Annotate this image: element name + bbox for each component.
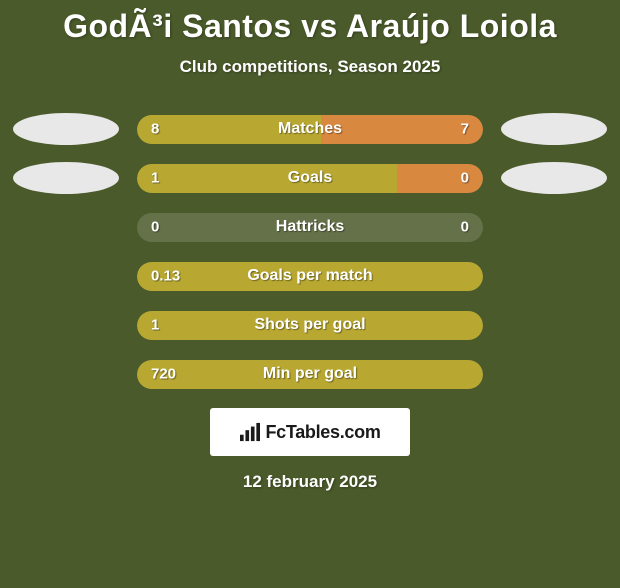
page-title: GodÃ³i Santos vs Araújo Loiola	[0, 8, 620, 45]
logo-text: FcTables.com	[265, 422, 380, 443]
stat-bar: 0 Hattricks 0	[137, 213, 483, 242]
avatar-spacer	[501, 211, 607, 243]
stat-left-value: 1	[151, 317, 159, 334]
stat-right-value: 7	[461, 121, 469, 138]
stat-label: Min per goal	[263, 365, 357, 383]
stat-label: Hattricks	[276, 218, 344, 236]
stat-right-value: 0	[461, 170, 469, 187]
avatar-spacer	[13, 358, 119, 390]
stat-bar: 1 Shots per goal	[137, 311, 483, 340]
stat-right-value: 0	[461, 219, 469, 236]
avatar-spacer	[501, 358, 607, 390]
stat-row: 0 Hattricks 0	[0, 211, 620, 243]
player-left-avatar	[13, 113, 119, 145]
player-right-avatar	[501, 113, 607, 145]
stat-left-value: 1	[151, 170, 159, 187]
page-subtitle: Club competitions, Season 2025	[0, 57, 620, 77]
player-right-avatar	[501, 162, 607, 194]
footer-date: 12 february 2025	[0, 472, 620, 492]
bar-chart-icon	[239, 422, 261, 442]
stat-bar: 720 Min per goal	[137, 360, 483, 389]
stats-container: 8 Matches 7 1 Goals 0 0 Hattricks 0	[0, 113, 620, 390]
avatar-spacer	[501, 309, 607, 341]
avatar-spacer	[501, 260, 607, 292]
stat-left-value: 0.13	[151, 268, 180, 285]
stat-row: 1 Goals 0	[0, 162, 620, 194]
stat-label: Goals	[288, 169, 332, 187]
stat-row: 720 Min per goal	[0, 358, 620, 390]
stat-label: Shots per goal	[254, 316, 365, 334]
stat-label: Goals per match	[247, 267, 372, 285]
player-left-avatar	[13, 162, 119, 194]
stat-bar: 0.13 Goals per match	[137, 262, 483, 291]
stat-row: 8 Matches 7	[0, 113, 620, 145]
avatar-spacer	[13, 260, 119, 292]
stat-left-value: 8	[151, 121, 159, 138]
stat-bar-right-fill	[321, 115, 483, 144]
stat-left-value: 720	[151, 366, 176, 383]
avatar-spacer	[13, 309, 119, 341]
stat-bar: 8 Matches 7	[137, 115, 483, 144]
fctables-logo[interactable]: FcTables.com	[210, 408, 410, 456]
stat-row: 1 Shots per goal	[0, 309, 620, 341]
stat-bar-left-fill	[137, 164, 397, 193]
avatar-spacer	[13, 211, 119, 243]
stat-bar: 1 Goals 0	[137, 164, 483, 193]
stat-bar-right-fill	[397, 164, 484, 193]
stat-left-value: 0	[151, 219, 159, 236]
stat-row: 0.13 Goals per match	[0, 260, 620, 292]
stat-label: Matches	[278, 120, 342, 138]
